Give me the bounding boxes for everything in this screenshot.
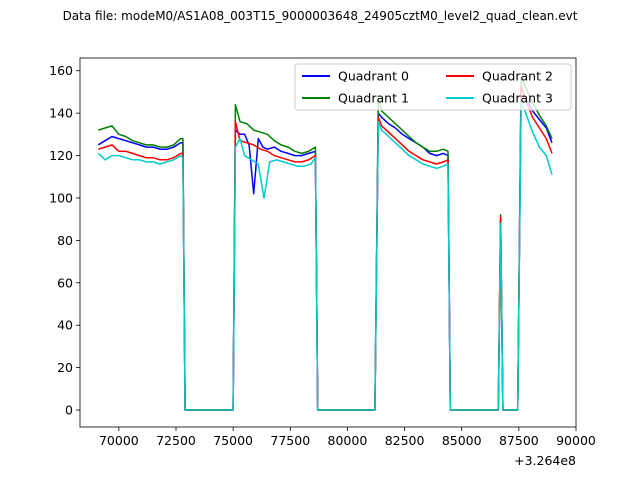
legend-label: Quadrant 3: [482, 91, 553, 106]
plot-frame: [79, 57, 577, 428]
x-axis-offset-label: +3.264e8: [514, 453, 576, 468]
legend-label: Quadrant 2: [482, 69, 553, 84]
y-tick-label: 0: [65, 403, 73, 418]
series-line-quadrant-0: [97, 95, 553, 411]
x-tick-label: 87500: [499, 433, 539, 448]
chart-title: Data file: modeM0/AS1A08_003T15_90000036…: [63, 9, 578, 23]
y-tick-label: 160: [49, 63, 73, 78]
series-line-quadrant-2: [98, 84, 553, 411]
y-tick-label: 140: [49, 106, 73, 121]
series-line-quadrant-1: [98, 76, 553, 411]
x-tick-label: 70000: [99, 433, 139, 448]
y-tick-label: 80: [57, 233, 73, 248]
y-tick-label: 120: [49, 148, 73, 163]
x-tick-label: 85000: [442, 433, 482, 448]
x-tick-label: 77500: [270, 433, 310, 448]
x-tick-label: 75000: [213, 433, 253, 448]
legend-label: Quadrant 0: [338, 69, 409, 84]
legend: Quadrant 0 Quadrant 1 Quadrant 2 Quadrant 3: [294, 63, 572, 111]
series-line-quadrant-3: [97, 99, 553, 411]
series-layer: [97, 76, 553, 411]
y-tick-label: 20: [57, 360, 73, 375]
y-tick-label: 100: [49, 190, 73, 205]
y-axis: 0 20 40 60 80 100 120 140 160: [49, 63, 80, 418]
y-tick-label: 40: [57, 318, 73, 333]
x-tick-label: 72500: [156, 433, 196, 448]
x-tick-label: 82500: [385, 433, 425, 448]
x-tick-label: 80000: [328, 433, 368, 448]
legend-box: [294, 63, 572, 111]
x-tick-label: 90000: [556, 433, 596, 448]
x-axis: 70000 72500 75000 77500 80000 82500 85000 87500…: [99, 427, 596, 448]
y-tick-label: 60: [57, 275, 73, 290]
legend-label: Quadrant 1: [338, 91, 409, 106]
